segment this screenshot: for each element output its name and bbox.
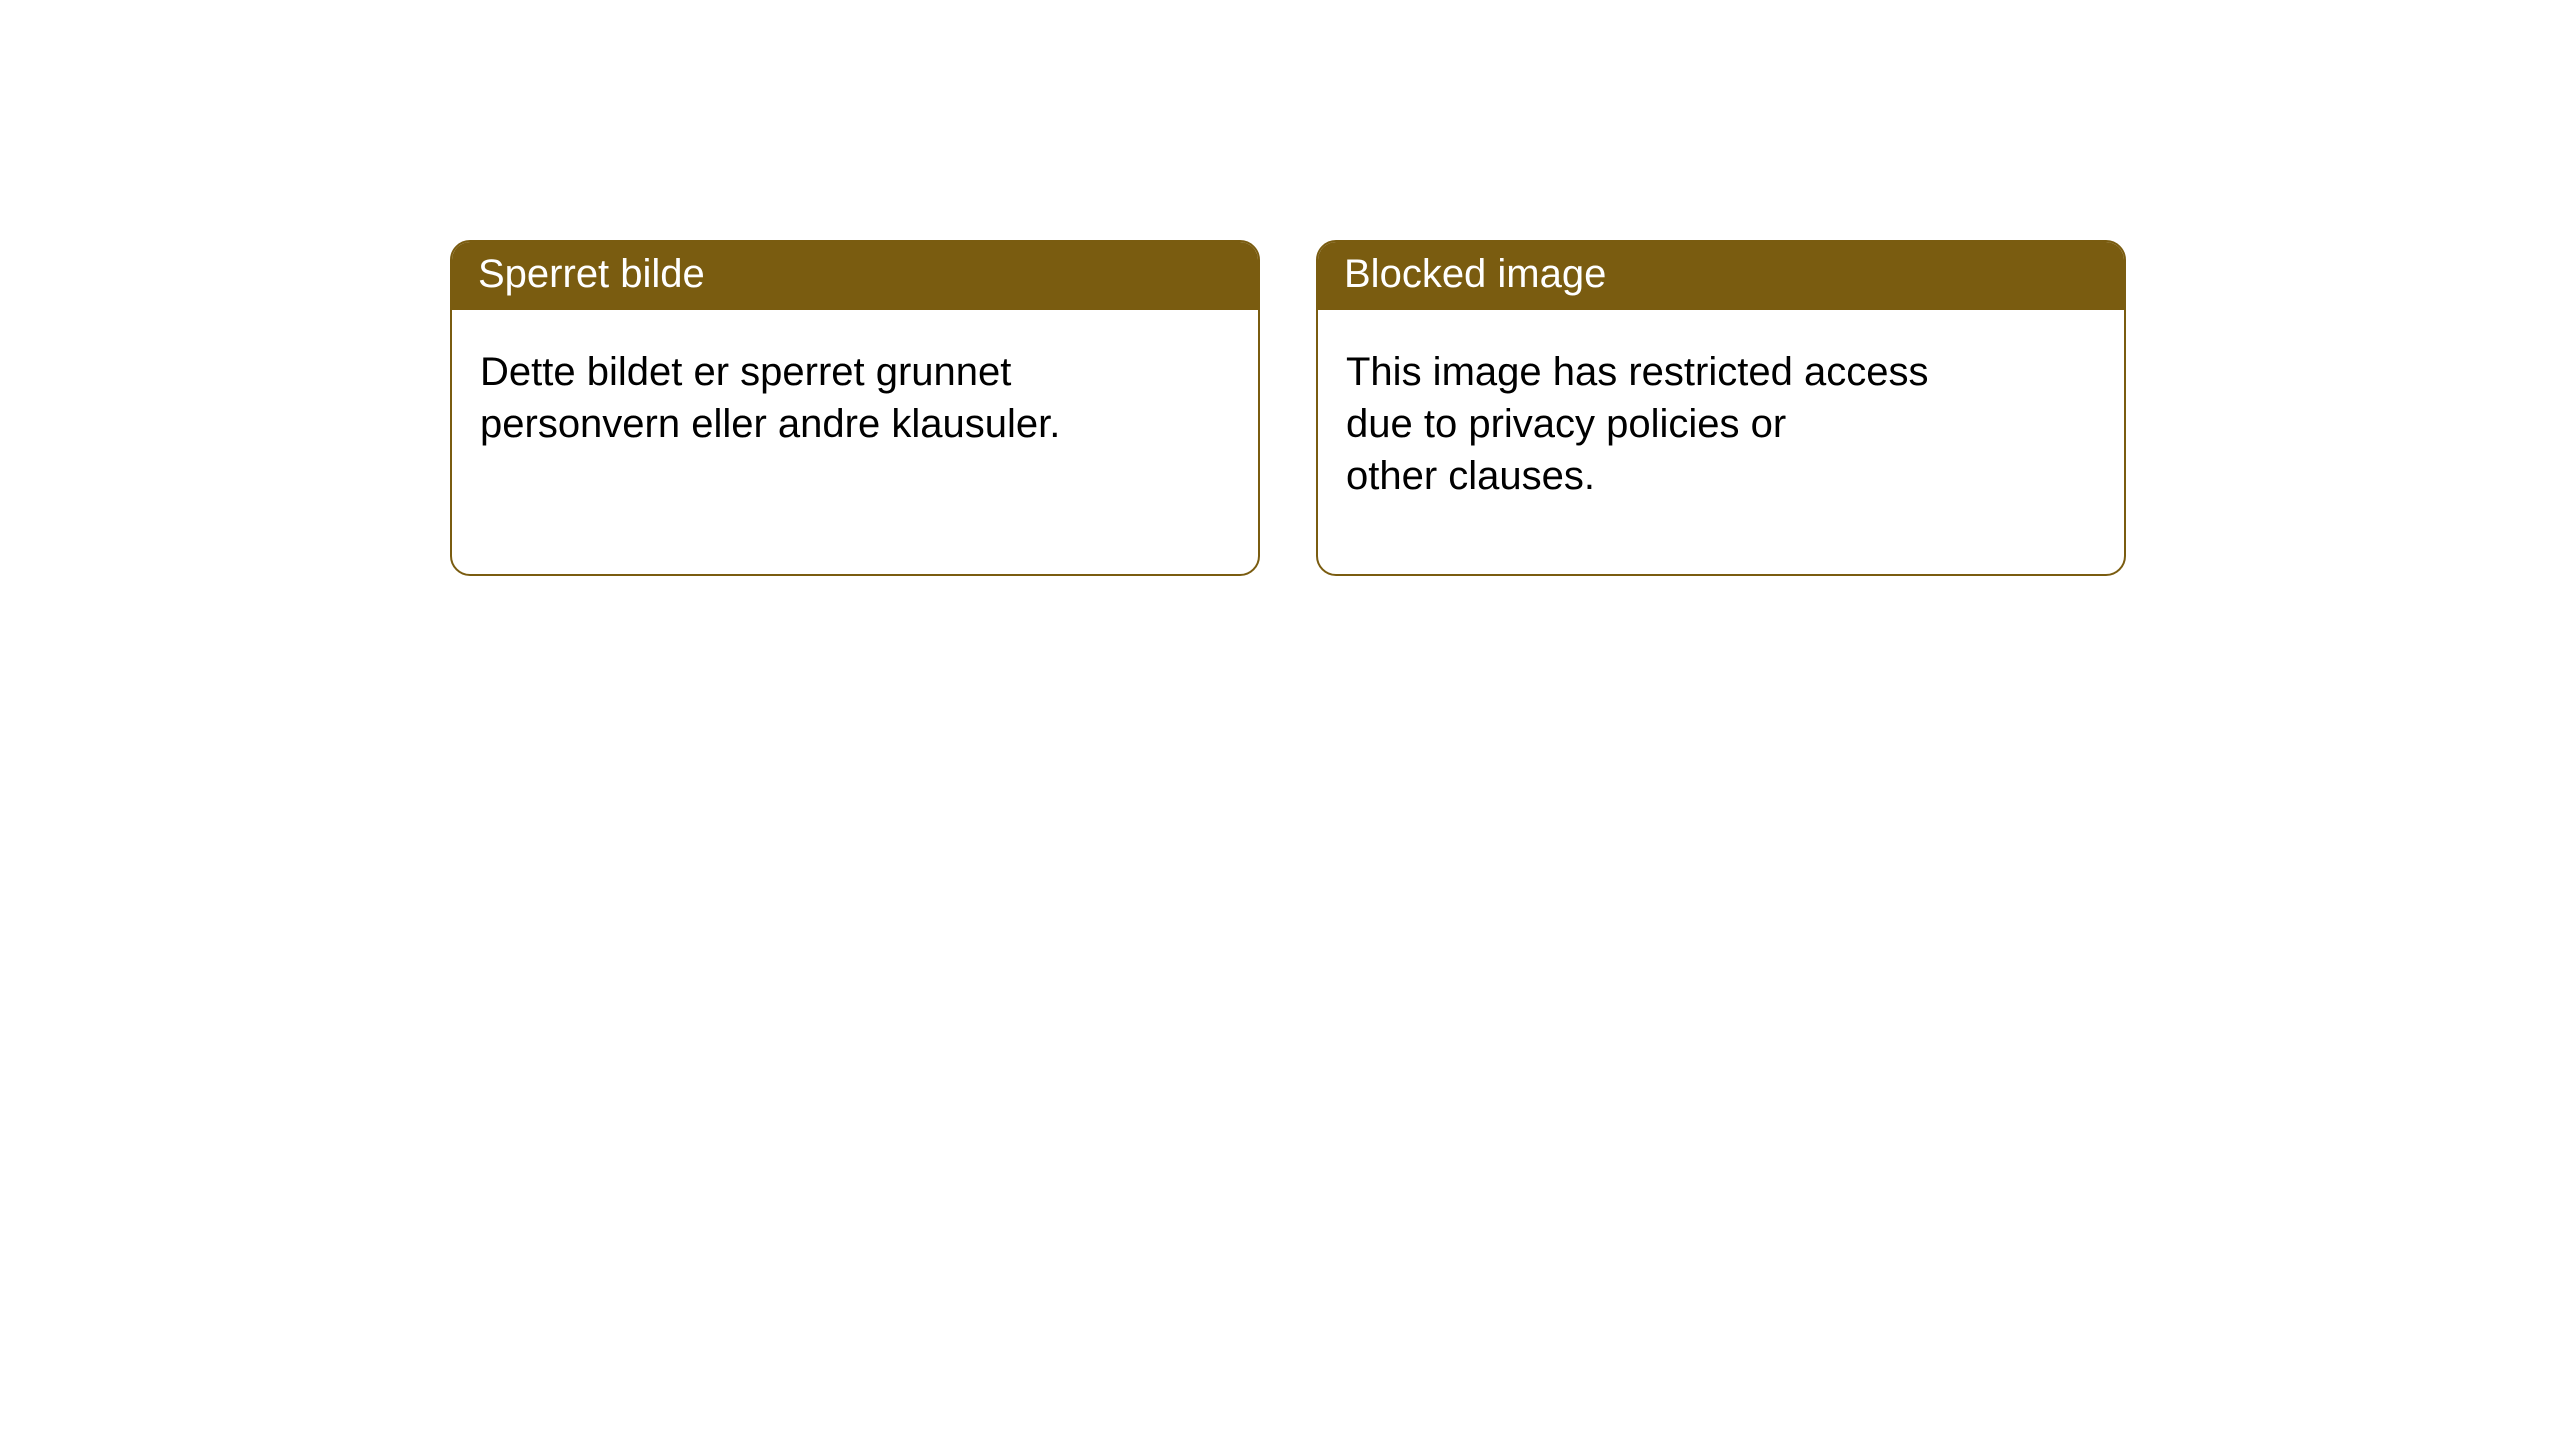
card-title-norwegian: Sperret bilde	[452, 242, 1258, 310]
card-title-english: Blocked image	[1318, 242, 2124, 310]
card-body-english: This image has restricted access due to …	[1318, 310, 2124, 538]
blocked-image-card-english: Blocked image This image has restricted …	[1316, 240, 2126, 576]
card-body-norwegian: Dette bildet er sperret grunnet personve…	[452, 310, 1258, 486]
blocked-image-card-norwegian: Sperret bilde Dette bildet er sperret gr…	[450, 240, 1260, 576]
notice-container: Sperret bilde Dette bildet er sperret gr…	[0, 0, 2560, 576]
